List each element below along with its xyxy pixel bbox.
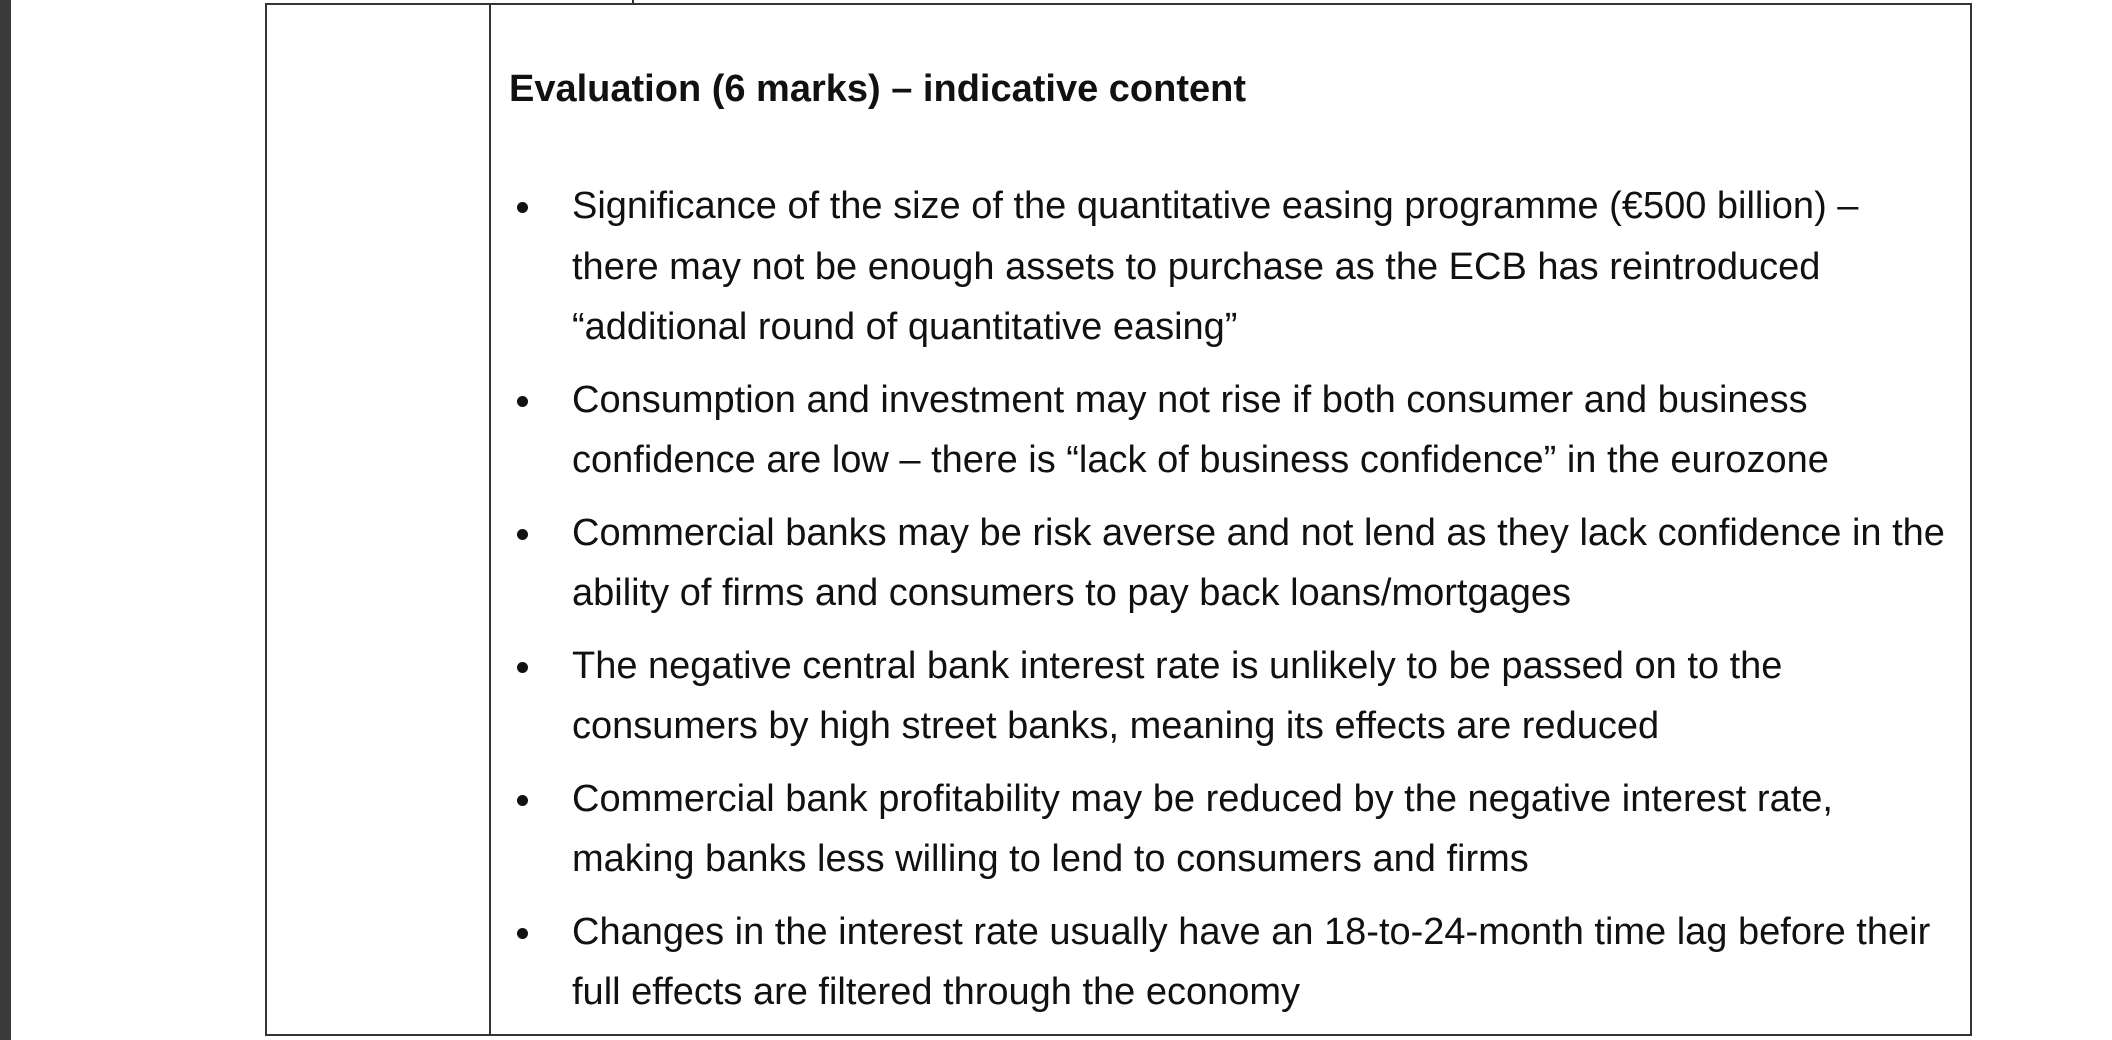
column-divider	[489, 3, 491, 1036]
bullet-item: The negative central bank interest rate …	[509, 636, 1954, 757]
cell-edge	[632, 0, 634, 3]
bullet-item: Significance of the size of the quantita…	[509, 176, 1954, 358]
bullet-item: Commercial bank profitability may be red…	[509, 769, 1954, 890]
heading: Evaluation (6 marks) – indicative conten…	[509, 68, 1246, 110]
bullet-item: Consumption and investment may not rise …	[509, 370, 1954, 491]
window-edge	[0, 0, 11, 1040]
bullet-list: Significance of the size of the quantita…	[509, 176, 1954, 1035]
table-frame	[265, 3, 1972, 1036]
bullet-item: Commercial banks may be risk averse and …	[509, 503, 1954, 624]
bullet-item: Changes in the interest rate usually hav…	[509, 902, 1954, 1023]
